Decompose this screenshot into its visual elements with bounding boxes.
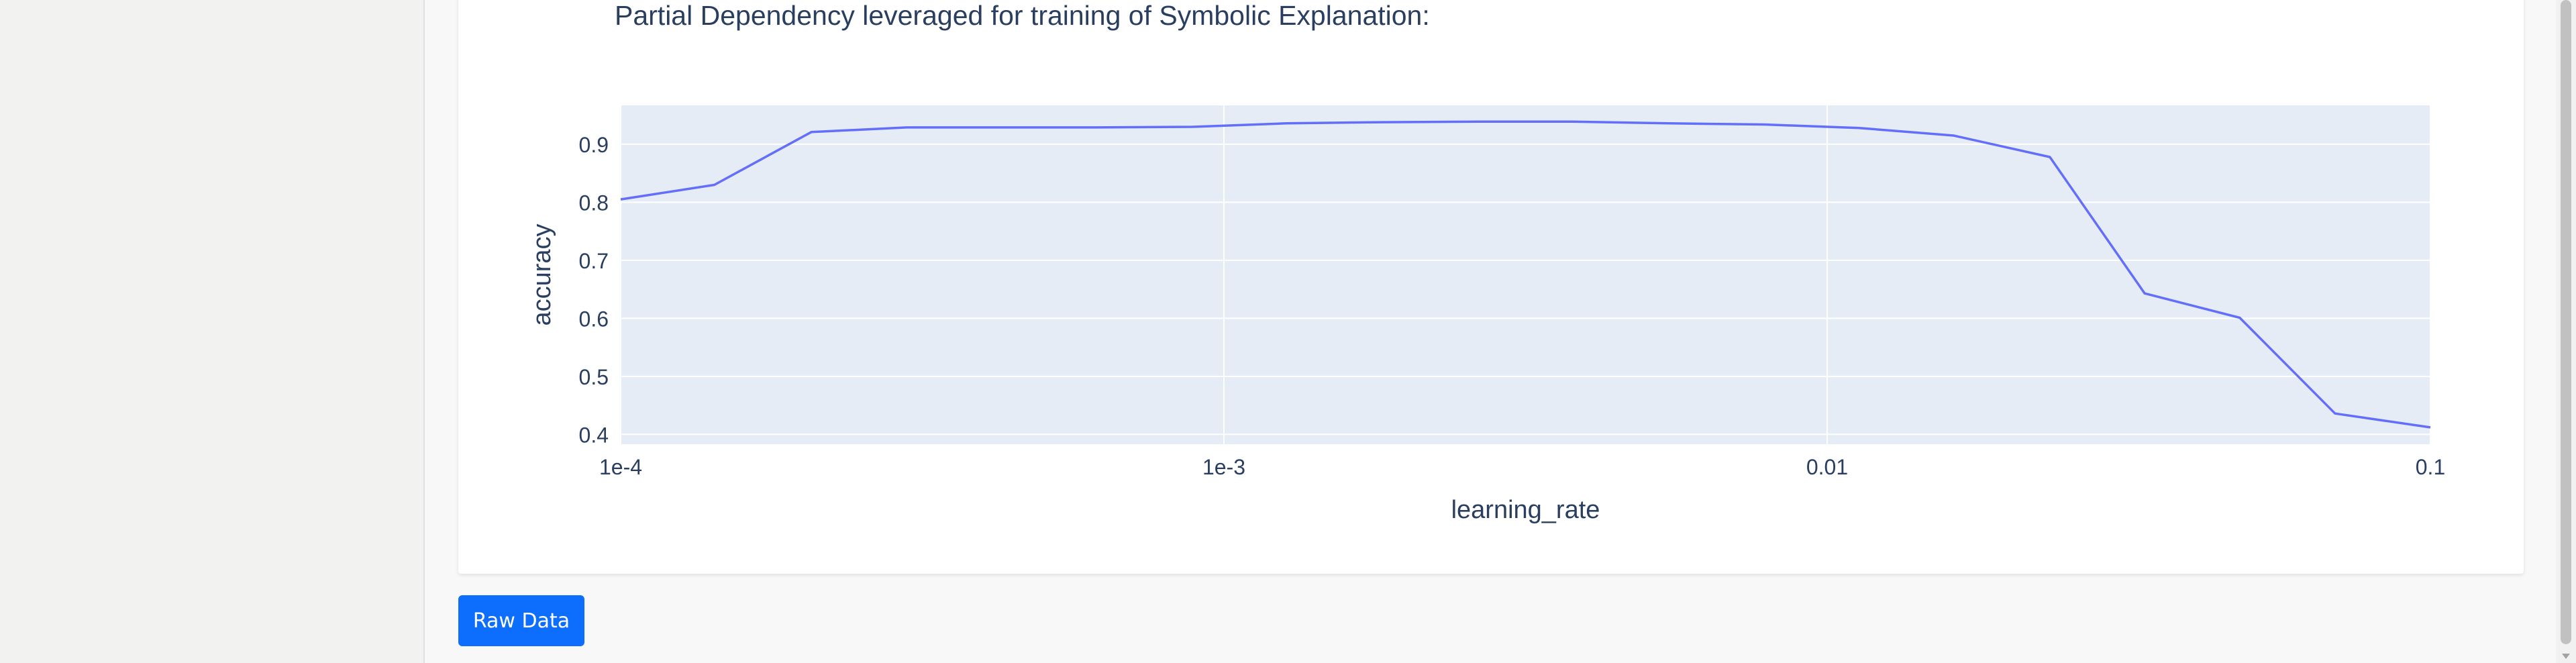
chart-card: Partial Dependency leveraged for trainin… [458,0,2524,574]
y-tick-label: 0.4 [579,423,609,447]
plot-background [621,105,2430,444]
y-tick-label: 0.6 [579,307,609,331]
chart-title: Partial Dependency leveraged for trainin… [615,0,1430,31]
x-tick-label: 1e-3 [1202,455,1245,479]
y-tick-label: 0.8 [579,191,609,215]
y-tick-label: 0.5 [579,365,609,389]
x-tick-label: 0.1 [2416,455,2445,479]
vertical-scrollbar[interactable] [2556,0,2576,663]
sidebar [0,0,425,663]
scroll-down-arrow-icon[interactable] [2562,654,2570,659]
y-tick-label: 0.9 [579,133,609,157]
x-axis-label: learning_rate [1451,496,1600,524]
y-axis-label: accuracy [528,223,556,325]
y-tick-label: 0.7 [579,249,609,273]
x-tick-label: 1e-4 [599,455,642,479]
scrollbar-thumb[interactable] [2561,0,2571,644]
partial-dependency-chart[interactable]: 0.4 0.5 0.6 0.7 0.8 0.9 1e-4 1e-3 0.01 0.1 learnin… [458,0,2524,574]
main-content: Partial Dependency leveraged for trainin… [425,0,2556,663]
x-tick-label: 0.01 [1806,455,1848,479]
raw-data-button[interactable]: Raw Data [458,595,584,646]
series-line [620,120,2431,429]
